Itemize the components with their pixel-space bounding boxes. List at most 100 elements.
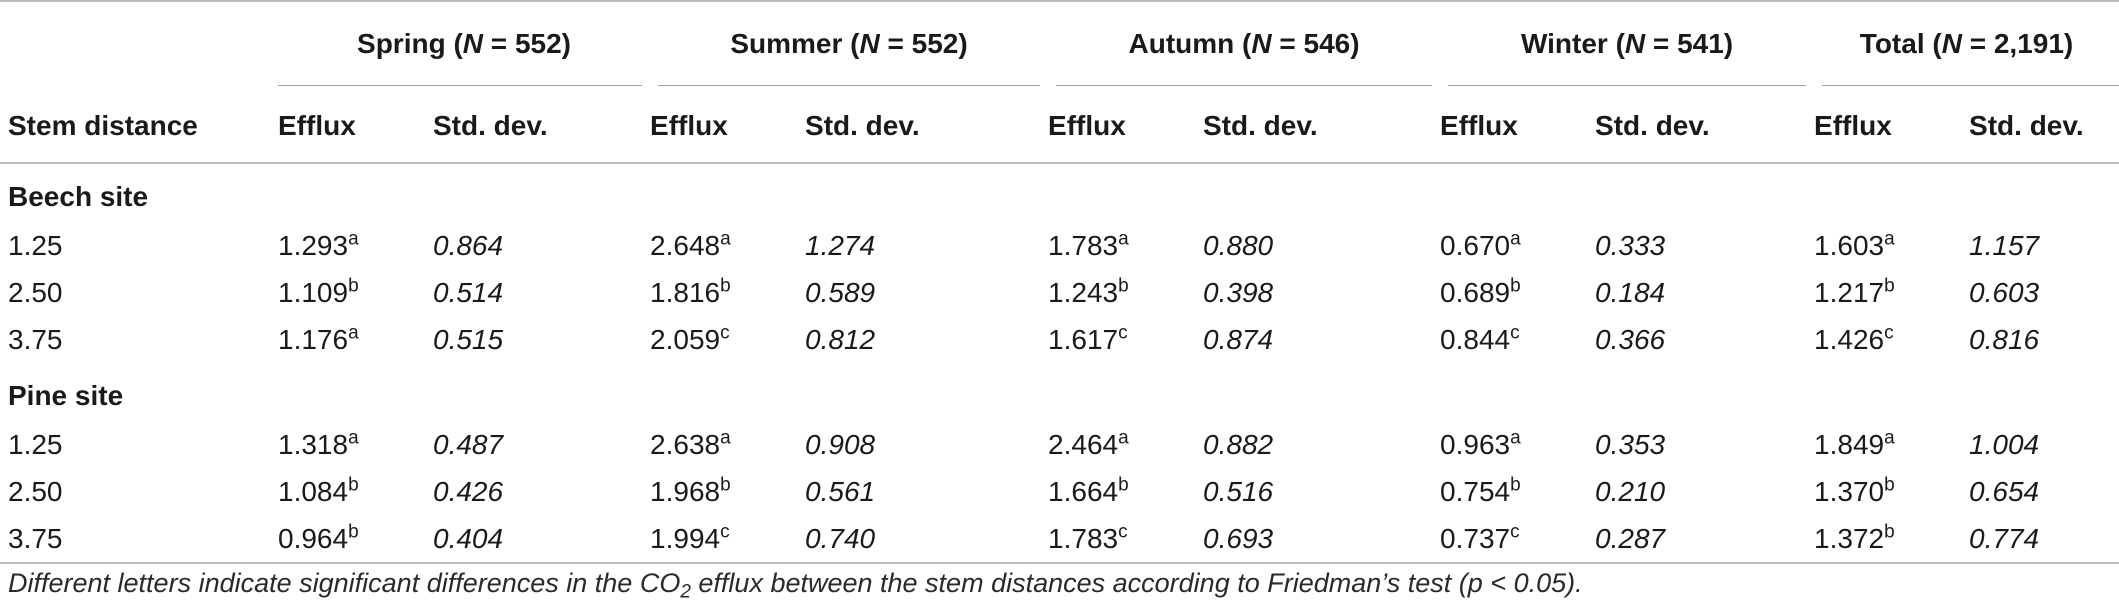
group-label-post: = 552) bbox=[483, 28, 571, 59]
efflux-value: 0.844 bbox=[1440, 323, 1511, 355]
std-dev-cell: 0.515 bbox=[433, 323, 504, 355]
std-dev-cell: 0.882 bbox=[1203, 428, 1274, 460]
significance-letter: a bbox=[1118, 228, 1129, 250]
std-dev-cell: 0.740 bbox=[805, 522, 876, 554]
group-label-post: = 2,191) bbox=[1961, 28, 2074, 59]
stem-distance-cell: 1.25 bbox=[8, 428, 63, 460]
std-dev-header: Std. dev. bbox=[805, 110, 920, 141]
significance-letter: b bbox=[348, 474, 359, 496]
efflux-cell: 1.318a bbox=[278, 421, 433, 468]
section-label: Pine site bbox=[8, 380, 124, 411]
efflux-cell: 2.464a bbox=[1048, 421, 1203, 468]
table-row: 2.50 1.084b 0.426 1.968b 0.561 1.664b 0.516 0.7… bbox=[0, 468, 2119, 515]
significance-letter: a bbox=[720, 228, 731, 250]
group-label-n: N bbox=[1624, 28, 1646, 59]
significance-letter: b bbox=[1884, 474, 1895, 496]
efflux-value: 1.816 bbox=[650, 276, 721, 308]
significance-letter: c bbox=[1118, 521, 1128, 543]
efflux-cell: 1.217b bbox=[1814, 269, 1969, 316]
table-footnote: Different letters indicate significant d… bbox=[8, 568, 1583, 602]
significance-letter: b bbox=[1884, 275, 1895, 297]
std-dev-cell: 0.404 bbox=[433, 522, 504, 554]
group-underline bbox=[1822, 85, 2119, 86]
group-header-total: Total (N = 2,191) bbox=[1814, 1, 2119, 86]
std-dev-cell: 0.880 bbox=[1203, 229, 1274, 261]
group-label-post: = 541) bbox=[1645, 28, 1734, 59]
table-row: 3.75 1.176a 0.515 2.059c 0.812 1.617c 0.874 0.8… bbox=[0, 316, 2119, 363]
group-label-n: N bbox=[462, 28, 484, 59]
stem-distance-cell: 3.75 bbox=[8, 522, 63, 554]
efflux-cell: 1.426c bbox=[1814, 316, 1969, 363]
std-dev-cell: 0.333 bbox=[1595, 229, 1666, 261]
group-header-autumn: Autumn (N = 546) bbox=[1048, 1, 1440, 86]
significance-letter: b bbox=[1884, 521, 1895, 543]
stem-distance-header: Stem distance bbox=[8, 110, 198, 141]
efflux-cell: 1.783c bbox=[1048, 515, 1203, 563]
section-row: Beech site bbox=[0, 163, 2119, 222]
std-dev-cell: 0.426 bbox=[433, 475, 504, 507]
efflux-value: 1.318 bbox=[278, 428, 349, 460]
std-dev-cell: 0.366 bbox=[1595, 323, 1666, 355]
footnote-subscript: 2 bbox=[680, 581, 691, 603]
efflux-cell: 1.783a bbox=[1048, 222, 1203, 269]
efflux-value: 1.664 bbox=[1048, 475, 1119, 507]
efflux-value: 1.783 bbox=[1048, 522, 1119, 554]
significance-letter: a bbox=[348, 427, 359, 449]
group-underline bbox=[278, 85, 643, 86]
efflux-cell: 1.176a bbox=[278, 316, 433, 363]
group-underline bbox=[1056, 85, 1433, 86]
std-dev-cell: 0.816 bbox=[1969, 323, 2040, 355]
group-header-summer: Summer (N = 552) bbox=[650, 1, 1048, 86]
significance-letter: a bbox=[1118, 427, 1129, 449]
efflux-cell: 1.293a bbox=[278, 222, 433, 269]
efflux-cell: 1.109b bbox=[278, 269, 433, 316]
efflux-value: 1.849 bbox=[1814, 428, 1885, 460]
group-label-n: N bbox=[859, 28, 880, 59]
efflux-cell: 0.964b bbox=[278, 515, 433, 563]
efflux-cell: 1.849a bbox=[1814, 421, 1969, 468]
stem-distance-cell: 2.50 bbox=[8, 276, 63, 308]
std-dev-cell: 0.398 bbox=[1203, 276, 1274, 308]
efflux-value: 2.638 bbox=[650, 428, 721, 460]
std-dev-cell: 0.353 bbox=[1595, 428, 1666, 460]
efflux-cell: 1.816b bbox=[650, 269, 805, 316]
efflux-cell: 1.372b bbox=[1814, 515, 1969, 563]
std-dev-cell: 1.274 bbox=[805, 229, 876, 261]
significance-letter: c bbox=[720, 521, 730, 543]
efflux-value: 1.968 bbox=[650, 475, 721, 507]
efflux-cell: 1.968b bbox=[650, 468, 805, 515]
efflux-cell: 0.844c bbox=[1440, 316, 1595, 363]
significance-letter: a bbox=[348, 228, 359, 250]
table-row: 1.25 1.318a 0.487 2.638a 0.908 2.464a 0.882 0.9… bbox=[0, 421, 2119, 468]
significance-letter: b bbox=[1118, 474, 1129, 496]
significance-letter: b bbox=[348, 275, 359, 297]
significance-letter: b bbox=[1510, 474, 1521, 496]
significance-letter: b bbox=[1118, 275, 1129, 297]
efflux-cell: 1.603a bbox=[1814, 222, 1969, 269]
efflux-cell: 1.664b bbox=[1048, 468, 1203, 515]
significance-letter: a bbox=[1510, 427, 1521, 449]
efflux-cell: 0.754b bbox=[1440, 468, 1595, 515]
efflux-value: 1.603 bbox=[1814, 229, 1885, 261]
table-body: Beech site 1.25 1.293a 0.864 2.648a 1.274 1.78… bbox=[0, 163, 2119, 563]
group-label-pre: Winter ( bbox=[1520, 28, 1625, 59]
std-dev-cell: 0.693 bbox=[1203, 522, 1274, 554]
std-dev-cell: 0.812 bbox=[805, 323, 876, 355]
efflux-value: 2.059 bbox=[650, 323, 721, 355]
std-dev-cell: 0.184 bbox=[1595, 276, 1666, 308]
std-dev-cell: 0.589 bbox=[805, 276, 876, 308]
efflux-value: 1.293 bbox=[278, 229, 349, 261]
significance-letter: c bbox=[1510, 322, 1520, 344]
group-header-spring: Spring (N = 552) bbox=[278, 1, 650, 86]
std-dev-cell: 0.654 bbox=[1969, 475, 2040, 507]
table-row: 3.75 0.964b 0.404 1.994c 0.740 1.783c 0.693 0.7… bbox=[0, 515, 2119, 563]
significance-letter: c bbox=[1118, 322, 1128, 344]
group-label-post: = 552) bbox=[879, 28, 968, 59]
co2-efflux-table: Spring (N = 552) Summer (N = 552) Autumn… bbox=[0, 1, 2119, 563]
efflux-cell: 0.670a bbox=[1440, 222, 1595, 269]
std-dev-header: Std. dev. bbox=[1969, 110, 2084, 141]
footnote-text-end: efflux between the stem distances accord… bbox=[690, 568, 1583, 598]
efflux-value: 1.243 bbox=[1048, 276, 1119, 308]
efflux-header: Efflux bbox=[650, 110, 728, 141]
std-dev-cell: 0.561 bbox=[805, 475, 876, 507]
